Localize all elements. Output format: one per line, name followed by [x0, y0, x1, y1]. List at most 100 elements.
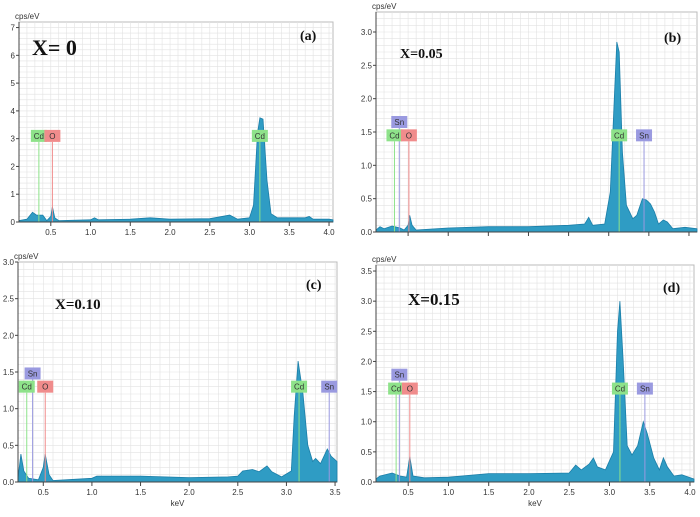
x-tick-label: 4.0 — [684, 488, 696, 497]
peak-label-box — [401, 382, 418, 395]
spectrum-panel-c: Sn Cd O Cd Sn 0.5 1.0 1.5 2.0 2.5 3.0 3.5 0.0 0.5 1.0 1… — [3, 252, 341, 508]
y-tick-label: 1.0 — [361, 161, 373, 170]
x-tick-label: 0.5 — [45, 228, 57, 237]
spectrum-panel-a: Cd O Cd 0.5 1.0 1.5 2.0 2.5 3.0 3.5 4.0 0 1 2 3 4 5 6 7 cps… — [11, 12, 336, 237]
peak-label: Cd — [34, 132, 44, 141]
y-tick-label: 1.0 — [361, 418, 373, 427]
x-tick-label: 4.0 — [323, 228, 335, 237]
peak-label: Sn — [324, 383, 334, 392]
x-tick-label: 3.0 — [604, 488, 616, 497]
spectrum-area — [375, 41, 698, 233]
y-axis-label: cps/eV — [14, 252, 39, 261]
y-tick-label: 0.0 — [3, 478, 15, 487]
x-tick-label: 1.5 — [125, 228, 137, 237]
peak-label: Cd — [294, 383, 304, 392]
y-tick-label: 2 — [11, 162, 16, 171]
peak-label: O — [407, 385, 413, 394]
y-tick-label: 2.0 — [361, 357, 373, 366]
panel-tag: (d) — [663, 281, 680, 296]
y-tick-label: 2.5 — [361, 61, 373, 70]
peak-label: Cd — [391, 385, 401, 394]
y-tick-label: 3.0 — [361, 297, 373, 306]
peak-label-box — [37, 380, 54, 393]
y-tick-label: 2.5 — [361, 327, 373, 336]
y-tick-label: 4 — [11, 107, 16, 116]
peak-label-box — [391, 368, 408, 381]
peak-label-box — [291, 380, 308, 393]
x-tick-label: 0.5 — [403, 488, 415, 497]
spectrum-panel-b: Sn Cd O Cd Sn 0.0 0.5 1.0 1.5 2.0 2.5 3.0 cps/eV X=0.… — [361, 2, 698, 237]
y-axis-label: cps/eV — [372, 255, 397, 264]
y-tick-label: 3.0 — [3, 258, 15, 267]
peak-label: Sn — [639, 131, 649, 140]
peak-label: Sn — [28, 369, 38, 378]
peak-label-box — [30, 129, 47, 142]
x-tick-label: 1.0 — [85, 228, 97, 237]
y-tick-label: 1.5 — [3, 368, 15, 377]
peak-label: O — [42, 383, 48, 392]
x-tick-label: 3.0 — [244, 228, 256, 237]
y-axis-label: cps/eV — [15, 12, 40, 21]
peak-label: Cd — [614, 131, 624, 140]
composition-title: X= 0 — [32, 35, 77, 60]
composition-title: X=0.10 — [55, 297, 101, 313]
y-tick-label: 0 — [11, 218, 16, 227]
panel-tag: (a) — [300, 29, 317, 44]
composition-title: X=0.05 — [400, 47, 443, 62]
peak-label-box — [18, 380, 35, 393]
peak-label: Cd — [22, 383, 32, 392]
y-tick-label: 1.5 — [361, 388, 373, 397]
y-tick-label: 2.0 — [361, 95, 373, 104]
x-tick-label: 2.5 — [564, 488, 576, 497]
y-tick-label: 0.5 — [361, 195, 373, 204]
y-tick-label: 1.5 — [361, 128, 373, 137]
peak-label: Cd — [255, 132, 265, 141]
x-tick-label: 3.5 — [644, 488, 656, 497]
peak-label: O — [406, 131, 412, 140]
spectrum-panel-d: Sn Cd O Cd Sn 0.5 1.0 1.5 2.0 2.5 3.0 3.5 4.0 0.0 0.5 1… — [361, 255, 696, 508]
x-tick-label: 1.5 — [135, 488, 147, 497]
peak-label: Sn — [394, 118, 404, 127]
peak-label: Cd — [615, 385, 625, 394]
peak-label: Sn — [640, 385, 650, 394]
x-tick-label: 1.0 — [86, 488, 98, 497]
peak-label-box — [636, 382, 653, 395]
peak-label-box — [391, 116, 408, 128]
y-tick-label: 2.0 — [3, 331, 15, 340]
y-tick-label: 3.0 — [361, 28, 373, 37]
x-tick-label: 0.5 — [38, 488, 50, 497]
peak-label-box — [44, 129, 61, 142]
peak-label: Cd — [389, 131, 399, 140]
y-tick-label: 0.0 — [361, 228, 373, 237]
peak-label-box — [400, 129, 417, 142]
y-tick-label: 0.5 — [361, 448, 373, 457]
x-tick-label: 2.0 — [164, 228, 176, 237]
x-tick-label: 3.5 — [329, 488, 341, 497]
x-tick-label: 2.0 — [523, 488, 535, 497]
panel-tag: (b) — [664, 31, 681, 46]
x-tick-label: 1.5 — [483, 488, 495, 497]
peak-label: O — [49, 132, 55, 141]
panel-tag: (c) — [306, 278, 322, 293]
peak-label-box — [386, 129, 403, 142]
y-tick-label: 2.5 — [3, 295, 15, 304]
peak-label-box — [24, 367, 41, 380]
spectrum-area — [18, 117, 334, 223]
peak-label-box — [251, 129, 268, 142]
x-axis-label: keV — [528, 499, 542, 508]
x-tick-label: 3.0 — [281, 488, 293, 497]
x-tick-label: 1.0 — [443, 488, 455, 497]
y-axis-label: cps/eV — [372, 2, 397, 11]
peak-label-box — [611, 382, 628, 395]
y-tick-label: 1 — [11, 190, 16, 199]
y-tick-label: 3.5 — [361, 267, 373, 276]
peak-label-box — [636, 129, 653, 142]
y-tick-label: 7 — [11, 24, 16, 33]
y-tick-label: 3 — [11, 135, 16, 144]
y-tick-label: 6 — [11, 51, 16, 60]
y-tick-label: 0.5 — [3, 441, 15, 450]
peak-label-box — [388, 382, 405, 395]
x-tick-label: 2.5 — [232, 488, 244, 497]
spectrum-area — [17, 360, 338, 483]
x-tick-label: 2.5 — [204, 228, 216, 237]
